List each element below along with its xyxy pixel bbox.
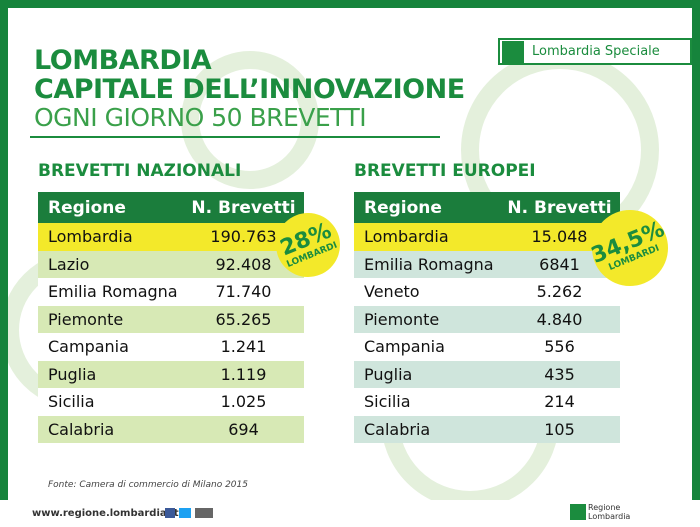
title: LOMBARDIA CAPITALE DELL’INNOVAZIONE — [34, 46, 465, 104]
patent-count: 556 — [544, 337, 575, 357]
patent-count: 1.025 — [220, 392, 267, 412]
region-logo — [570, 504, 586, 520]
region-name: Emilia Romagna — [364, 254, 494, 274]
patent-count: 6841 — [539, 254, 580, 274]
region-name: Sicilia — [364, 392, 411, 412]
patent-count: 105 — [544, 419, 575, 439]
region-name: Veneto — [364, 282, 420, 302]
table-row: Veneto 5.262 — [354, 278, 620, 306]
region-name: Campania — [48, 337, 129, 357]
region-name: Campania — [364, 337, 445, 357]
patent-count: 1.119 — [220, 364, 267, 384]
patent-count: 71.740 — [215, 282, 272, 302]
patent-count: 214 — [544, 392, 575, 412]
table-row: Campania 556 — [354, 333, 620, 361]
region-name: Piemonte — [48, 309, 124, 329]
column-header: Regione — [48, 197, 126, 218]
table-heading: BREVETTI EUROPEI — [354, 161, 536, 181]
patent-count: 190.763 — [210, 227, 277, 247]
table-row: Lombardia 15.048 — [354, 223, 620, 251]
table: Regione N. Brevetti Lombardia 190.763 Lazio 9… — [38, 192, 304, 443]
table-row: Campania 1.241 — [38, 333, 304, 361]
patent-count: 65.265 — [215, 309, 272, 329]
patent-count: 4.840 — [536, 309, 583, 329]
table-row: Sicilia 214 — [354, 388, 620, 416]
region-name: Emilia Romagna — [48, 282, 178, 302]
title-line: LOMBARDIA — [34, 45, 212, 76]
region-name: Calabria — [364, 419, 431, 439]
source: Fonte: Camera di commercio di Milano 201… — [48, 480, 248, 490]
table-row: Puglia 435 — [354, 360, 620, 388]
region-name: Piemonte — [364, 309, 440, 329]
table-row: Emilia Romagna 71.740 — [38, 278, 304, 306]
brand-text: Lombardia Speciale — [532, 44, 660, 59]
brand-logo — [502, 40, 524, 63]
table-row: Lazio 92.408 — [38, 250, 304, 278]
social-icons — [165, 508, 213, 518]
table-row: Piemonte 4.840 — [354, 305, 620, 333]
patent-count: 5.262 — [536, 282, 583, 302]
table-heading: BREVETTI NAZIONALI — [38, 161, 242, 181]
table-row: Puglia 1.119 — [38, 360, 304, 388]
footer-url: www.regione.lombardia.it — [32, 508, 179, 519]
subtitle: OGNI GIORNO 50 BREVETTI — [34, 103, 367, 132]
rule — [30, 136, 440, 138]
region-name: Lombardia — [364, 227, 449, 247]
patent-count: 15.048 — [531, 227, 588, 247]
region-name: Puglia — [48, 364, 97, 384]
title-line: CAPITALE DELL’INNOVAZIONE — [34, 74, 465, 105]
region-name: Calabria — [48, 419, 115, 439]
table-row: Lombardia 190.763 — [38, 223, 304, 251]
brand-badge: Lombardia Speciale — [498, 38, 692, 65]
region-name: Sicilia — [48, 392, 95, 412]
header-row: Regione N. Brevetti — [38, 192, 304, 223]
column-header: N. Brevetti — [507, 197, 612, 218]
patent-count: 1.241 — [220, 337, 267, 357]
table: Regione N. Brevetti Lombardia 15.048 Emilia … — [354, 192, 620, 443]
table-row: Sicilia 1.025 — [38, 388, 304, 416]
region-name: Lombardia — [48, 227, 133, 247]
table-row: Piemonte 65.265 — [38, 305, 304, 333]
column-header: Regione — [364, 197, 442, 218]
region-text: Regione Lombardia — [588, 503, 631, 521]
table-row: Emilia Romagna 6841 — [354, 250, 620, 278]
column-header: N. Brevetti — [191, 197, 296, 218]
table-row: Calabria 105 — [354, 415, 620, 443]
patent-count: 435 — [544, 364, 575, 384]
patent-count: 694 — [228, 419, 259, 439]
patent-count: 92.408 — [215, 254, 272, 274]
region-name: Puglia — [364, 364, 413, 384]
header-row: Regione N. Brevetti — [354, 192, 620, 223]
region-name: Lazio — [48, 254, 90, 274]
table-row: Calabria 694 — [38, 415, 304, 443]
